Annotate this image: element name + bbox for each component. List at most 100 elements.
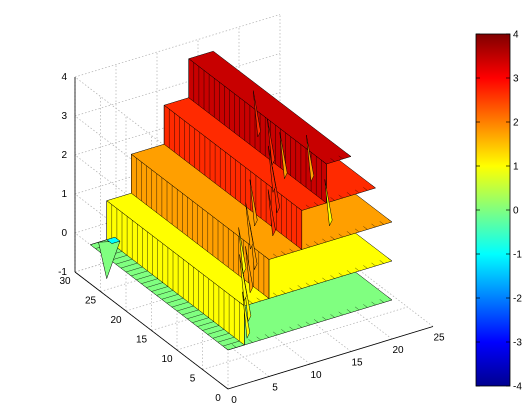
colorbar-tick-label: 3 bbox=[513, 74, 519, 85]
x-tick-label: 0 bbox=[231, 395, 237, 403]
axis-line bbox=[74, 271, 229, 390]
surface-spike bbox=[242, 291, 251, 340]
surface-mesh-line bbox=[330, 158, 335, 162]
surface-mesh-line bbox=[223, 346, 229, 351]
surface-mesh-line bbox=[156, 290, 174, 296]
colorbar-tick-label: 1 bbox=[513, 162, 519, 173]
surface-mesh-line bbox=[161, 294, 179, 300]
y-tick-label: 0 bbox=[215, 393, 221, 403]
surface-spike bbox=[239, 254, 248, 302]
z-tick-label: 1 bbox=[61, 189, 67, 200]
surface-mesh-line bbox=[322, 277, 327, 282]
surface-mesh-line bbox=[207, 329, 225, 335]
grid-line bbox=[74, 53, 281, 117]
surface-mesh-line bbox=[379, 299, 384, 303]
surface-mesh-line bbox=[256, 336, 261, 341]
grid-line bbox=[74, 14, 281, 78]
surface-mesh-line bbox=[338, 194, 343, 199]
surface-mesh-line bbox=[248, 300, 253, 304]
surface-mesh-line bbox=[314, 202, 319, 206]
surface-spike bbox=[249, 179, 258, 227]
surface-mesh-line bbox=[297, 324, 302, 328]
surface-mesh-line bbox=[197, 321, 214, 327]
z-tick-label: 2 bbox=[61, 150, 67, 161]
grid-line bbox=[238, 221, 393, 340]
surface-mesh-line bbox=[387, 218, 393, 223]
surface-mesh-line bbox=[363, 187, 368, 191]
surface-mesh-line bbox=[248, 339, 253, 343]
surface-mesh-line bbox=[330, 197, 335, 201]
colorbar-tick-label: 4 bbox=[513, 30, 519, 41]
surface-mesh-line bbox=[330, 314, 335, 318]
colorbar-tick-label: 0 bbox=[513, 206, 519, 217]
surface-mesh-line bbox=[346, 270, 352, 274]
surface-mesh-line bbox=[338, 233, 343, 238]
surface-mesh-line bbox=[305, 321, 311, 326]
surface-mesh-line bbox=[305, 282, 311, 287]
surface-mesh-line bbox=[120, 262, 138, 269]
x-tick-label: 20 bbox=[392, 345, 404, 356]
surface-mesh-line bbox=[115, 259, 133, 265]
surface-mesh-line bbox=[363, 226, 368, 230]
surface-mesh-line bbox=[171, 301, 189, 308]
surface-mesh-line bbox=[232, 344, 237, 348]
surface-mesh-line bbox=[371, 301, 376, 306]
surface-mesh-line bbox=[297, 207, 302, 211]
surface-mesh-line bbox=[355, 228, 360, 233]
surface-mesh-line bbox=[192, 317, 209, 323]
surface-spike bbox=[238, 227, 247, 275]
surface-mesh-line bbox=[322, 316, 327, 321]
surface-mesh-line bbox=[281, 329, 286, 333]
surface-mesh-line bbox=[141, 278, 158, 284]
surface-mesh-line bbox=[346, 231, 352, 235]
surface-spike bbox=[267, 189, 276, 237]
surface-mesh-line bbox=[346, 153, 352, 157]
surface-mesh-line bbox=[314, 319, 319, 323]
colorbar-tick-label: -2 bbox=[513, 294, 522, 305]
x-tick-label: 10 bbox=[310, 370, 322, 381]
surface-mesh-line bbox=[289, 326, 294, 331]
surface-mesh-line bbox=[273, 292, 278, 297]
surface-cell-cyan bbox=[106, 236, 121, 244]
grid-line bbox=[156, 246, 311, 365]
surface-mesh-line bbox=[212, 333, 230, 339]
surface-spike bbox=[252, 90, 261, 138]
colorbar-gradient bbox=[475, 33, 511, 387]
grid-line bbox=[202, 306, 408, 370]
surface-mesh-line bbox=[363, 265, 368, 269]
surface-mesh-line bbox=[322, 238, 327, 243]
grid-line bbox=[197, 234, 352, 352]
surface-mesh-line bbox=[176, 305, 194, 312]
colorbar-tick-label: 2 bbox=[513, 118, 519, 129]
surface-mesh-line bbox=[346, 309, 352, 313]
surface-mesh-line bbox=[264, 256, 270, 260]
colorbar: -4 -3 -2 -1 0 1 2 3 4 bbox=[475, 30, 522, 393]
surface-mesh-line bbox=[256, 297, 261, 302]
y-tick-label: 5 bbox=[190, 374, 196, 385]
surface-mesh-line bbox=[355, 267, 360, 272]
colorbar-tick-label: -1 bbox=[513, 250, 522, 261]
surface-mesh-line bbox=[330, 275, 335, 279]
surface-mesh-line bbox=[136, 274, 153, 280]
surface-mesh-line bbox=[338, 311, 343, 316]
surface-mesh-line bbox=[371, 223, 376, 228]
surface-mesh-line bbox=[387, 257, 393, 262]
axes: 0 5 10 15 20 25 0 5 10 15 20 25 30-1 0 1 2 3 4 bbox=[58, 72, 445, 403]
surface-mesh-line bbox=[363, 304, 368, 308]
surface-mesh-line bbox=[322, 160, 327, 165]
surface-mesh-line bbox=[379, 260, 384, 264]
surface-mesh-line bbox=[281, 290, 286, 294]
surface-mesh-line bbox=[355, 306, 360, 311]
y-tick-label: 25 bbox=[85, 296, 97, 307]
surface-mesh-line bbox=[371, 184, 376, 189]
surface-spike bbox=[267, 118, 276, 167]
surface-mesh-line bbox=[202, 325, 219, 331]
x-tick-label: 5 bbox=[272, 383, 278, 394]
surface-mesh-line bbox=[289, 287, 294, 292]
surface-mesh-line bbox=[264, 334, 270, 338]
y-tick-label: 30 bbox=[59, 276, 71, 287]
colorbar-tick-label: -3 bbox=[513, 338, 522, 349]
x-tick-label: 15 bbox=[351, 358, 363, 369]
surface-mesh-line bbox=[125, 266, 143, 273]
surface-mesh-line bbox=[305, 204, 311, 209]
